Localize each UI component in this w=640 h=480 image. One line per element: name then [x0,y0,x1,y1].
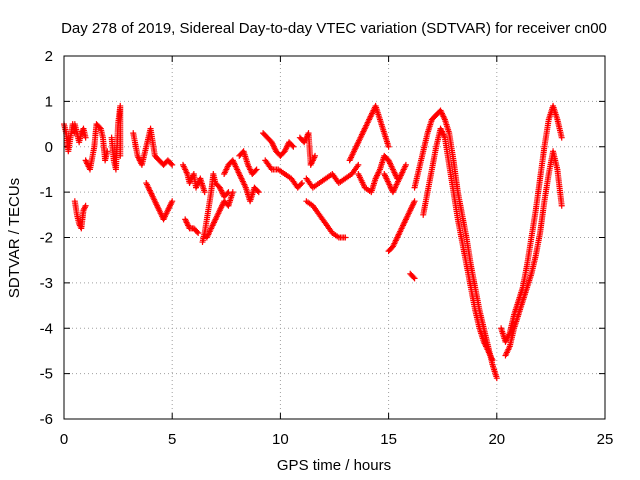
data-point [290,143,297,150]
y-tick-label: -2 [40,230,53,247]
data-point [402,161,409,168]
data-point [169,161,176,168]
plot-frame [63,55,606,420]
tick-labels: 0 5 10 15 20 25 -6 -5 -4 -3 -2 -1 0 1 2 [40,48,614,448]
x-tick-label: 20 [488,431,505,448]
data-point [489,357,496,364]
x-tick-label: 15 [380,431,397,448]
data-point [289,142,296,149]
data-point [558,134,565,141]
y-tick-label: -5 [40,366,53,383]
y-axis-label: SDTVAR / TECUs [6,178,23,298]
data-point [201,189,208,196]
y-tick-label: -6 [40,411,53,428]
data-point [299,180,306,187]
data-point [297,181,304,188]
y-tick-label: 0 [45,139,53,156]
data-point [229,189,236,196]
x-tick-label: 5 [168,431,176,448]
chart-title: Day 278 of 2019, Sidereal Day-to-day VTE… [61,20,607,37]
data-point [355,161,362,168]
data-point [195,229,202,236]
axis-ticks [63,55,606,420]
x-tick-label: 10 [272,431,289,448]
data-point [82,134,89,141]
y-tick-label: -4 [40,320,53,337]
data-point [168,160,175,167]
data-point [194,228,201,235]
x-tick-label: 25 [597,431,614,448]
data-point [255,189,262,196]
data-point [411,275,418,282]
data-point [558,202,565,209]
data-point [385,143,392,150]
data-point [493,375,500,382]
data-point [82,202,89,209]
data-point [117,152,124,159]
grid-lines [64,56,605,419]
data-point [104,148,111,155]
y-tick-label: -3 [40,275,53,292]
y-tick-label: 1 [45,93,53,110]
data-point [312,152,319,159]
data-point [169,198,176,205]
x-axis-label: GPS time / hours [277,457,391,474]
x-tick-label: 0 [60,431,68,448]
data-point [252,167,259,174]
y-tick-label: 2 [45,48,53,65]
y-tick-label: -1 [40,184,53,201]
data-point [410,274,417,281]
data-point [254,187,261,194]
data-point [342,234,349,241]
data-point [253,166,260,173]
data-point [411,198,418,205]
data-points [61,102,565,382]
